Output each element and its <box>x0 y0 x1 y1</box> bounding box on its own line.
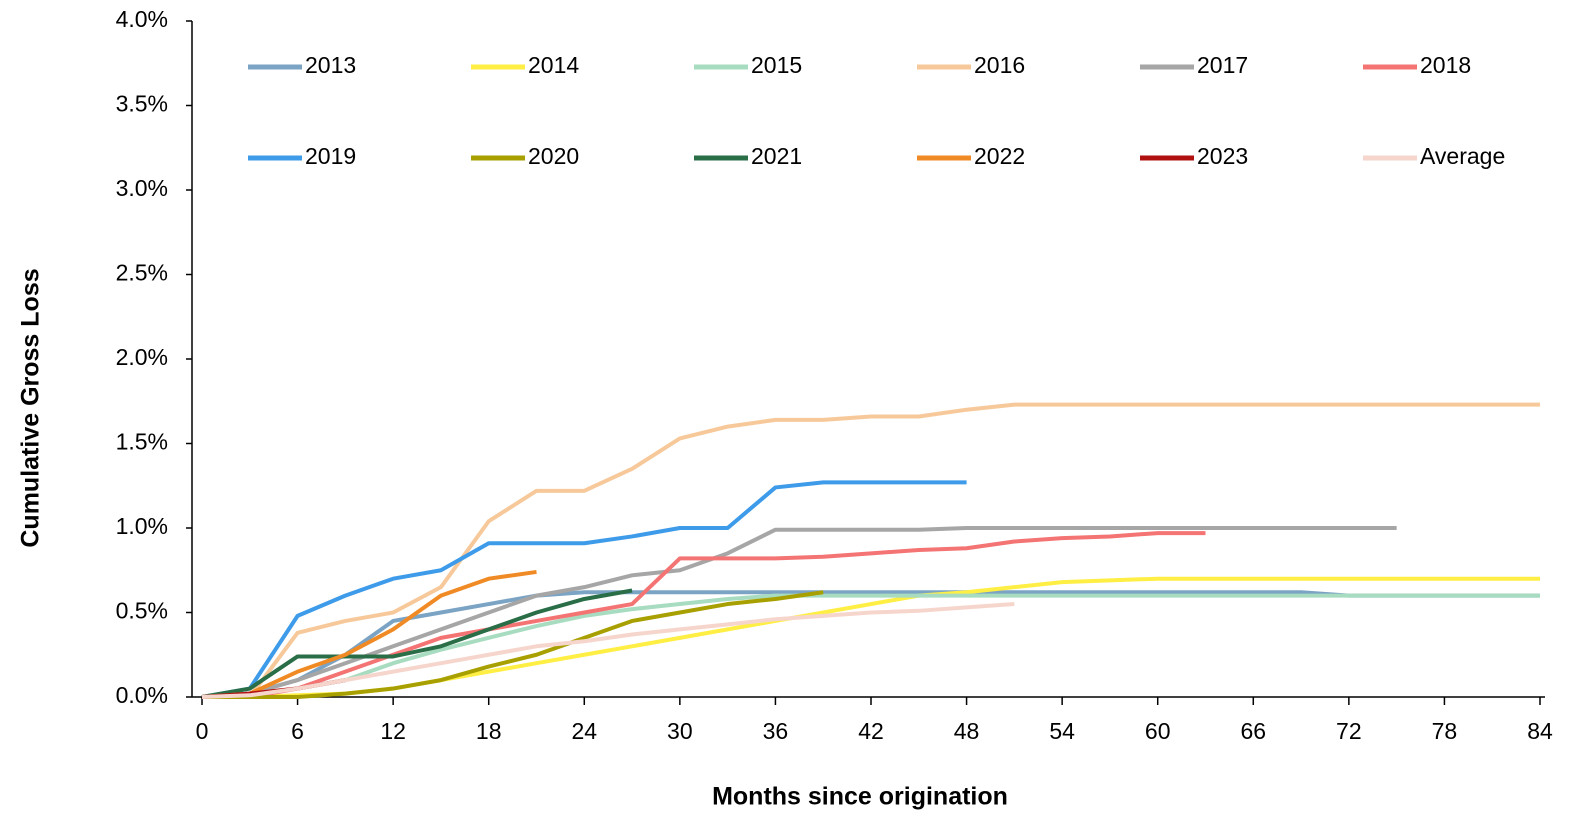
y-tick-label: 2.0% <box>116 344 168 370</box>
legend-label: 2016 <box>974 52 1025 78</box>
series-line <box>201 593 1540 699</box>
y-tick-label: 0.5% <box>116 598 168 624</box>
series-line <box>201 526 1397 699</box>
legend-label: 2017 <box>1197 52 1248 78</box>
x-tick-label: 48 <box>954 718 980 744</box>
x-tick-label: 42 <box>858 718 884 744</box>
series-line <box>201 480 967 699</box>
y-tick-label: 3.0% <box>116 175 168 201</box>
x-tick-label: 0 <box>196 718 209 744</box>
x-tick-label: 18 <box>476 718 502 744</box>
x-axis-title: Months since origination <box>712 783 1008 811</box>
legend-label: 2021 <box>751 143 802 169</box>
series-line <box>201 569 537 699</box>
y-tick-label: 3.5% <box>116 91 168 117</box>
series-line <box>202 531 1206 699</box>
x-tick-label: 78 <box>1432 718 1458 744</box>
y-tick-label: 1.5% <box>116 429 168 455</box>
x-tick-label: 54 <box>1049 718 1075 744</box>
y-tick-label: 1.0% <box>116 513 168 539</box>
legend-label: 2022 <box>974 143 1025 169</box>
legend-label: 2018 <box>1420 52 1471 78</box>
series-line <box>201 602 1015 699</box>
series-line <box>202 402 1540 699</box>
legend-label: 2015 <box>751 52 802 78</box>
y-axis-title: Cumulative Gross Loss <box>17 268 45 547</box>
x-tick-label: 72 <box>1336 718 1362 744</box>
x-tick-label: 36 <box>763 718 789 744</box>
x-tick-label: 30 <box>667 718 693 744</box>
series-line <box>202 590 824 699</box>
legend-label: Average <box>1420 143 1505 169</box>
series-line <box>201 590 1540 699</box>
x-tick-label: 6 <box>291 718 304 744</box>
legend-label: 2019 <box>305 143 356 169</box>
legend-label: 2023 <box>1197 143 1248 169</box>
legend-label: 2013 <box>305 52 356 78</box>
x-tick-label: 12 <box>380 718 406 744</box>
series-line <box>201 588 633 699</box>
x-tick-label: 24 <box>571 718 597 744</box>
y-tick-label: 4.0% <box>116 6 168 32</box>
legend-label: 2014 <box>528 52 579 78</box>
legend-label: 2020 <box>528 143 579 169</box>
y-tick-label: 2.5% <box>116 260 168 286</box>
x-tick-label: 66 <box>1240 718 1266 744</box>
y-tick-label: 0.0% <box>116 682 168 708</box>
x-tick-label: 84 <box>1527 718 1553 744</box>
x-tick-label: 60 <box>1145 718 1171 744</box>
